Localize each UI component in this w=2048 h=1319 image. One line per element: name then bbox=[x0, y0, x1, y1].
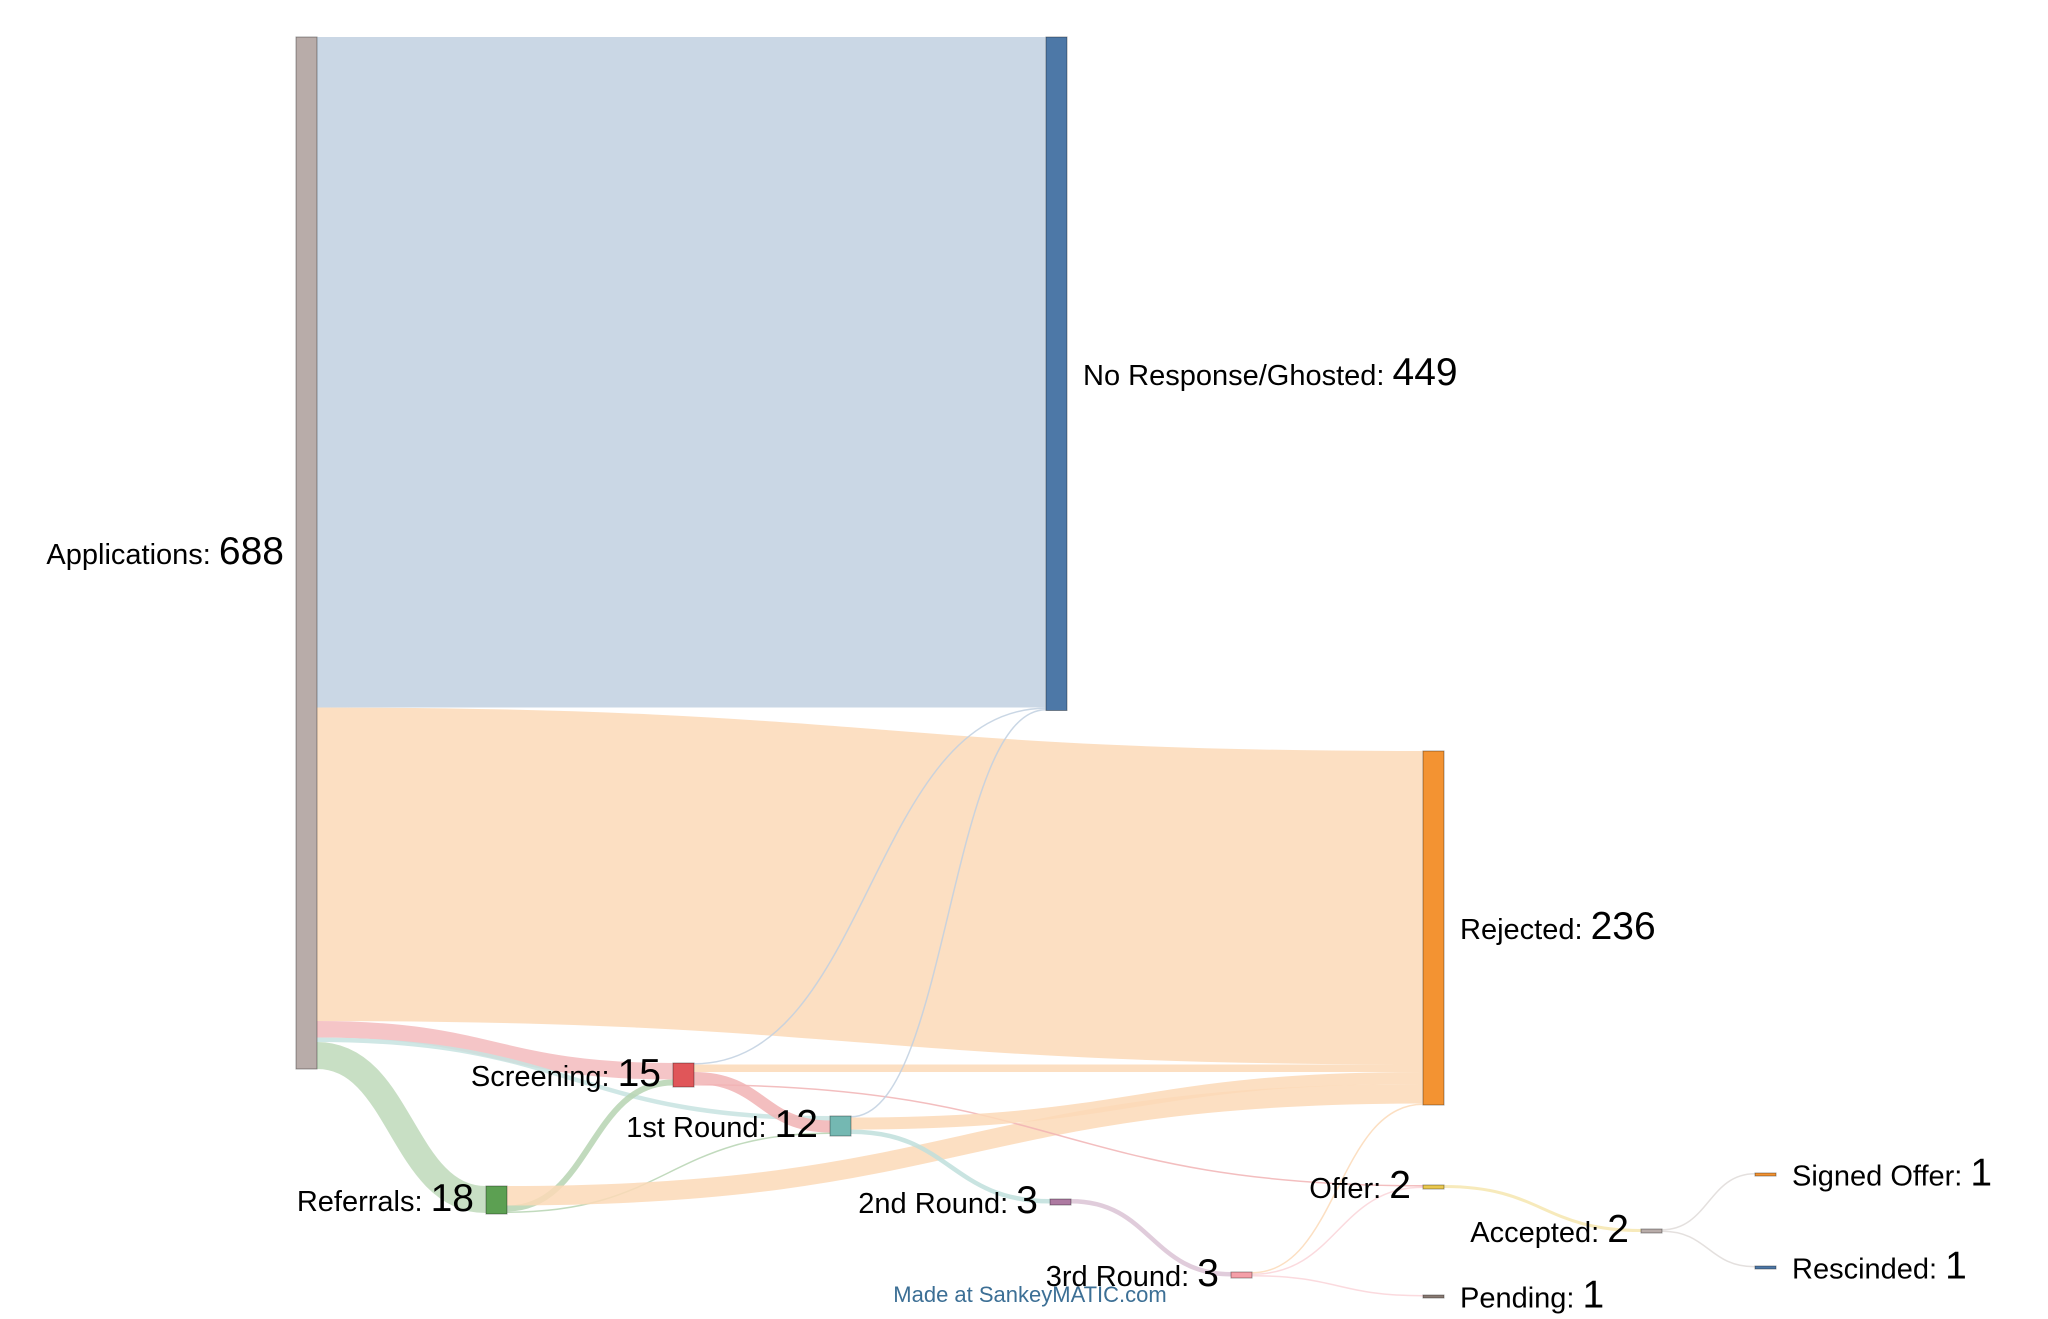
flow-third_round-to-pending bbox=[1251, 1275, 1424, 1297]
flow-accepted-to-signed_offer bbox=[1661, 1173, 1756, 1231]
label-rescinded: Rescinded: 1 bbox=[1792, 1245, 1967, 1288]
flow-referrals-to-rejected bbox=[506, 1084, 1424, 1206]
label-value-first-round: 12 bbox=[775, 1103, 818, 1146]
label-first-round: 1st Round: 12 bbox=[626, 1103, 818, 1146]
flow-applications-to-first_round bbox=[316, 1037, 831, 1121]
flow-first_round-to-second_round bbox=[850, 1129, 1051, 1204]
label-value-no-response: 449 bbox=[1393, 351, 1458, 394]
flow-first_round-to-rejected bbox=[850, 1072, 1424, 1130]
node-first-round bbox=[829, 1115, 852, 1137]
label-name-no-response: No Response/Ghosted: bbox=[1083, 360, 1393, 392]
flow-screening-to-no_response bbox=[693, 707, 1047, 1065]
node-applications bbox=[295, 36, 318, 1070]
flow-accepted-to-rescinded bbox=[1661, 1230, 1756, 1268]
label-value-third-round: 3 bbox=[1197, 1252, 1219, 1295]
node-offer bbox=[1422, 1184, 1445, 1190]
node-rescinded bbox=[1754, 1265, 1777, 1270]
label-name-first-round: 1st Round: bbox=[626, 1112, 774, 1144]
label-screening: Screening: 15 bbox=[471, 1052, 661, 1095]
node-screening bbox=[672, 1062, 695, 1088]
flow-second_round-to-third_round bbox=[1070, 1199, 1232, 1277]
label-name-accepted: Accepted: bbox=[1470, 1217, 1607, 1249]
label-value-rejected: 236 bbox=[1591, 905, 1656, 948]
node-rejected bbox=[1422, 750, 1445, 1106]
sankey-labels: Applications: 688 No Response/Ghosted: 44… bbox=[46, 351, 1992, 1317]
label-value-second-round: 3 bbox=[1016, 1179, 1038, 1222]
label-rejected: Rejected: 236 bbox=[1460, 905, 1656, 948]
flow-third_round-to-rejected bbox=[1251, 1103, 1424, 1274]
label-pending: Pending: 1 bbox=[1460, 1274, 1604, 1317]
label-name-applications: Applications: bbox=[46, 539, 219, 571]
label-offer: Offer: 2 bbox=[1309, 1164, 1411, 1207]
label-name-offer: Offer: bbox=[1309, 1173, 1389, 1205]
node-referrals bbox=[485, 1185, 508, 1215]
node-accepted bbox=[1640, 1228, 1663, 1234]
label-value-accepted: 2 bbox=[1607, 1208, 1629, 1251]
label-value-rescinded: 1 bbox=[1945, 1245, 1967, 1288]
flow-screening-to-first_round bbox=[693, 1072, 831, 1133]
label-applications: Applications: 688 bbox=[46, 530, 284, 573]
sankey-links bbox=[315, 36, 1756, 1297]
flow-applications-to-referrals bbox=[315, 1042, 488, 1213]
flow-third_round-to-offer bbox=[1251, 1186, 1424, 1275]
label-referrals: Referrals: 18 bbox=[297, 1177, 474, 1220]
flow-applications-to-screening bbox=[316, 1021, 674, 1080]
label-value-applications: 688 bbox=[219, 530, 284, 573]
label-name-rejected: Rejected: bbox=[1460, 914, 1591, 946]
flow-first_round-to-no_response bbox=[850, 709, 1047, 1118]
node-second-round bbox=[1049, 1198, 1072, 1206]
label-value-pending: 1 bbox=[1583, 1274, 1605, 1317]
label-accepted: Accepted: 2 bbox=[1470, 1208, 1629, 1251]
node-signed-offer bbox=[1754, 1172, 1777, 1177]
flow-referrals-to-first_round bbox=[506, 1132, 831, 1213]
label-no-response: No Response/Ghosted: 449 bbox=[1083, 351, 1458, 394]
label-value-screening: 15 bbox=[618, 1052, 661, 1095]
label-name-screening: Screening: bbox=[471, 1061, 618, 1093]
label-value-offer: 2 bbox=[1389, 1164, 1411, 1207]
label-third-round: 3rd Round: 3 bbox=[1046, 1252, 1219, 1295]
credit-text: Made at SankeyMATIC.com bbox=[893, 1282, 1166, 1307]
node-pending bbox=[1422, 1294, 1445, 1299]
node-third-round bbox=[1230, 1271, 1253, 1279]
flow-offer-to-accepted bbox=[1443, 1185, 1642, 1232]
flow-screening-to-offer bbox=[693, 1084, 1424, 1187]
label-name-referrals: Referrals: bbox=[297, 1186, 431, 1218]
node-no-response bbox=[1045, 36, 1068, 711]
label-name-rescinded: Rescinded: bbox=[1792, 1254, 1945, 1286]
label-name-pending: Pending: bbox=[1460, 1283, 1583, 1315]
label-name-third-round: 3rd Round: bbox=[1046, 1261, 1198, 1293]
label-second-round: 2nd Round: 3 bbox=[858, 1179, 1038, 1222]
label-name-second-round: 2nd Round: bbox=[858, 1188, 1016, 1220]
label-name-signed-offer: Signed Offer: bbox=[1792, 1161, 1970, 1193]
label-signed-offer: Signed Offer: 1 bbox=[1792, 1152, 1992, 1195]
label-value-signed-offer: 1 bbox=[1970, 1152, 1992, 1195]
sankey-nodes bbox=[295, 36, 1777, 1299]
label-value-referrals: 18 bbox=[431, 1177, 474, 1220]
